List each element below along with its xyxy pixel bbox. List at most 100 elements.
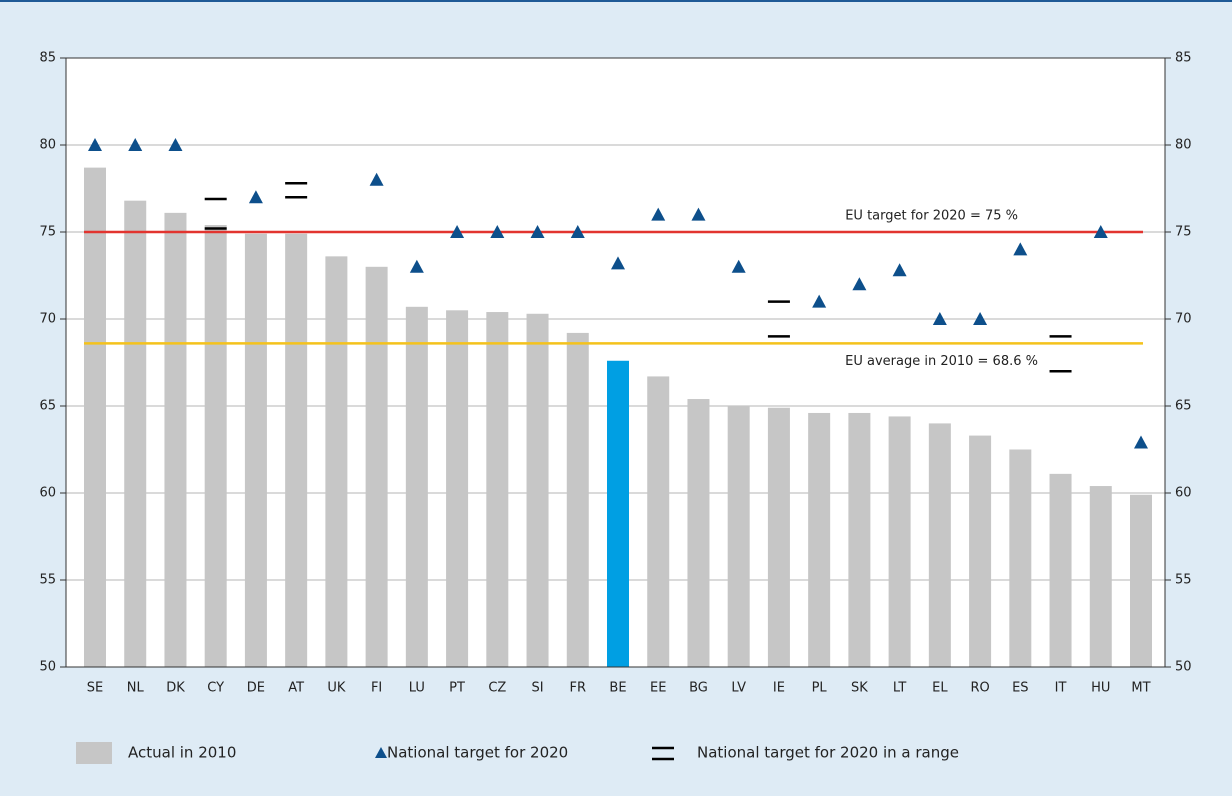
bar (1049, 473, 1072, 667)
bar (888, 416, 911, 667)
bar (767, 407, 790, 667)
x-tick-label: EL (932, 681, 948, 696)
x-tick-label: BG (689, 681, 708, 696)
y2-tick-label: 65 (1175, 399, 1192, 414)
target-marker (168, 138, 183, 151)
target-marker (88, 138, 102, 151)
y2-tick-label: 70 (1175, 312, 1192, 327)
bar (285, 233, 308, 668)
target-marker (409, 259, 424, 273)
reference-label: EU average in 2010 = 68.6 % (845, 354, 1038, 369)
x-tick-label: DK (166, 681, 185, 696)
x-tick-label: NL (127, 681, 145, 696)
target-marker (852, 277, 867, 291)
target-marker (450, 225, 465, 238)
bar (1009, 449, 1032, 667)
target-marker (892, 263, 907, 277)
y2-tick-label: 80 (1175, 138, 1192, 153)
x-tick-label: IT (1055, 681, 1067, 696)
legend-label: National target for 2020 in a range (697, 744, 959, 762)
x-tick-label: RO (970, 681, 989, 696)
y2-tick-label: 60 (1175, 486, 1192, 501)
bar (204, 225, 227, 668)
bar (687, 399, 710, 667)
x-tick-label: ES (1012, 681, 1028, 696)
target-marker (128, 138, 143, 151)
x-tick-label: AT (288, 681, 304, 696)
bar (808, 412, 831, 667)
bar (727, 406, 750, 667)
bar (124, 200, 147, 667)
x-tick-label: FI (371, 681, 382, 696)
bar (365, 266, 388, 667)
x-tick-label: CY (207, 681, 224, 696)
bar (607, 360, 629, 667)
y2-tick-label: 50 (1175, 660, 1192, 675)
x-tick-label: IE (773, 681, 785, 696)
target-marker (570, 225, 585, 238)
legend-swatch (375, 747, 387, 758)
bar (84, 167, 106, 667)
bar (1089, 486, 1112, 667)
bar (164, 212, 187, 668)
target-marker (932, 312, 947, 325)
y-tick-label: 55 (39, 573, 56, 588)
x-tick-label: PT (449, 681, 465, 696)
target-marker (611, 256, 625, 270)
x-tick-label: BE (609, 681, 626, 696)
legend-swatch (76, 742, 112, 764)
x-tick-label: UK (327, 681, 346, 696)
reference-label: EU target for 2020 = 75 % (845, 209, 1018, 224)
y-tick-label: 70 (39, 312, 56, 327)
y2-tick-label: 85 (1175, 51, 1192, 66)
bar (1130, 494, 1152, 667)
bar (566, 332, 589, 667)
x-tick-label: SK (851, 681, 868, 696)
bar (446, 310, 469, 667)
y2-tick-label: 75 (1175, 225, 1192, 240)
bar (526, 313, 549, 667)
y-tick-label: 75 (39, 225, 56, 240)
y-tick-label: 85 (39, 51, 56, 66)
top-border (0, 0, 1232, 2)
bar (244, 233, 267, 668)
target-marker (369, 172, 384, 186)
bar (325, 256, 348, 667)
bar (928, 423, 951, 667)
legend-label: National target for 2020 (387, 744, 568, 762)
target-marker (1013, 242, 1028, 256)
target-marker (812, 294, 827, 308)
bar (647, 376, 670, 667)
y2-tick-label: 55 (1175, 573, 1192, 588)
target-marker (1093, 225, 1108, 238)
y-tick-label: 60 (39, 486, 56, 501)
target-marker (691, 207, 706, 221)
x-tick-label: DE (247, 681, 265, 696)
bar (848, 412, 871, 667)
x-tick-label: LT (893, 681, 906, 696)
target-marker (1134, 435, 1148, 449)
x-tick-label: LV (731, 681, 746, 696)
target-marker (530, 225, 545, 238)
x-tick-label: CZ (488, 681, 506, 696)
x-tick-label: HU (1091, 681, 1110, 696)
target-marker (651, 207, 666, 221)
y-tick-label: 65 (39, 399, 56, 414)
x-tick-label: LU (409, 681, 425, 696)
y-tick-label: 80 (39, 138, 56, 153)
bar (405, 306, 428, 667)
x-tick-label: SI (531, 681, 543, 696)
x-tick-label: SE (87, 681, 103, 696)
plot-border (65, 57, 1166, 668)
target-marker (248, 190, 263, 204)
target-marker (973, 312, 988, 325)
target-marker (731, 259, 746, 273)
bar (486, 312, 509, 667)
y-tick-label: 50 (39, 660, 56, 675)
x-tick-label: MT (1131, 681, 1150, 696)
x-tick-label: EE (650, 681, 666, 696)
target-marker (490, 225, 505, 238)
x-tick-label: PL (812, 681, 828, 696)
x-tick-label: FR (570, 681, 587, 696)
